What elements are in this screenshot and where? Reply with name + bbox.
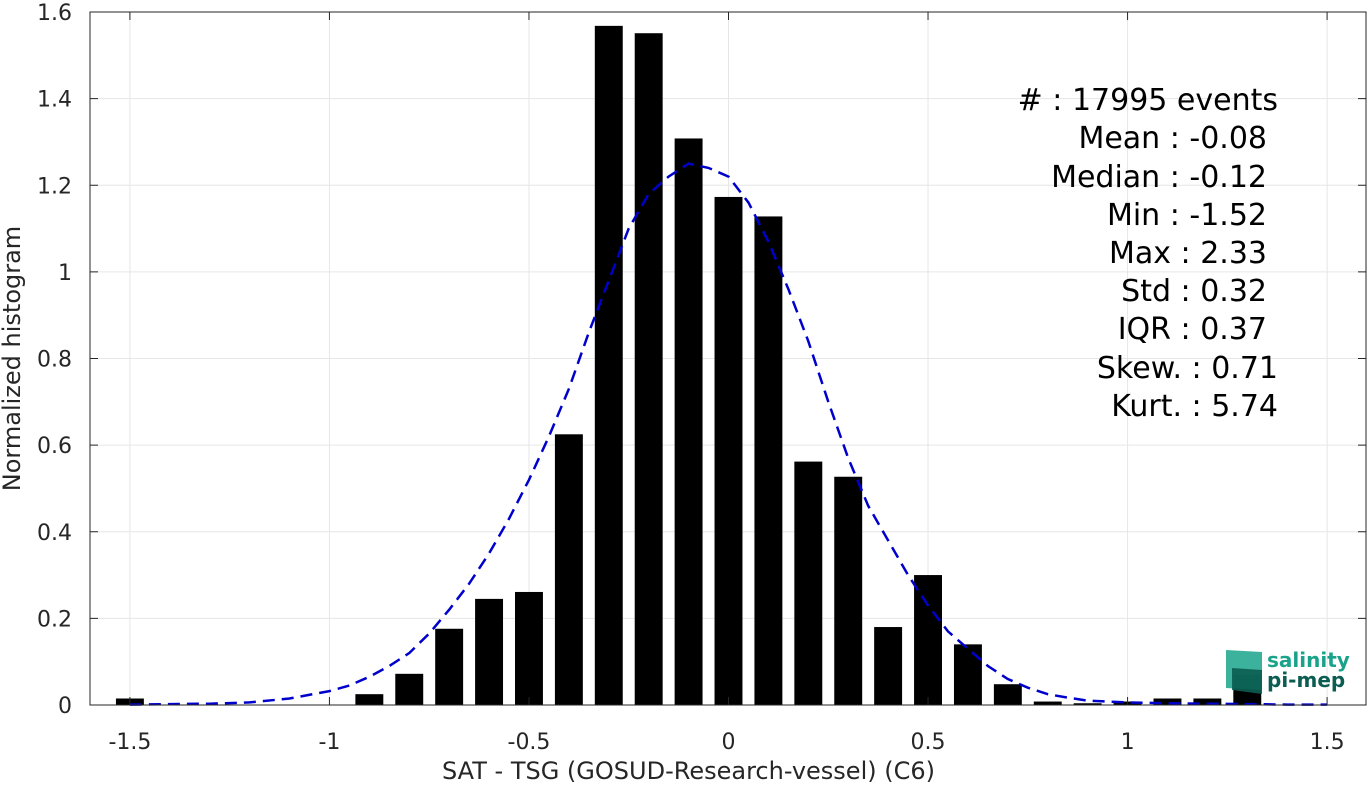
histogram-bar [794,461,823,705]
stats-annotation: # : 17995 events Mean : -0.08 Median : -… [1018,83,1278,424]
y-axis-ticks: 0 0.2 0.4 0.6 0.8 1 1.2 1.4 1.6 [37,1,1366,719]
x-tick-label: 0 [722,730,736,755]
y-axis-label: Normalized histogram [0,226,26,491]
histogram-bar [594,25,623,706]
x-tick-label: -1 [318,730,340,755]
y-tick-label: 1.4 [37,88,72,113]
stat-std: Std : 0.32 [1121,274,1267,309]
stat-count: # : 17995 events [1018,83,1278,118]
stat-iqr: IQR : 0.37 [1118,312,1267,347]
y-tick-label: 1.6 [37,1,72,26]
histogram-bar [674,138,703,705]
y-tick-label: 0.8 [37,348,72,373]
histogram-bar [914,575,942,705]
histogram-bar [874,627,903,705]
histogram-bar [515,591,543,705]
y-tick-label: 1 [58,261,72,286]
stat-min: Min : -1.52 [1107,198,1267,233]
y-tick-label: 0.6 [37,434,72,459]
y-tick-label: 0.2 [37,607,72,632]
logo-mark-layer-icon [1232,668,1262,694]
histogram-bar [395,673,424,705]
histogram-bar [993,684,1022,705]
salinity-pi-mep-logo: salinity pi-mep [1226,648,1350,694]
bars [115,25,1262,706]
x-tick-label: 0.5 [911,730,946,755]
logo-line2: pi-mep [1267,668,1345,692]
histogram-bar [355,694,384,705]
logo-line1: salinity [1267,648,1350,672]
histogram-bar [1073,703,1102,705]
x-tick-label: -0.5 [508,730,551,755]
stat-kurt: Kurt. : 5.74 [1111,389,1278,424]
histogram-bar [754,216,783,705]
stat-skew: Skew. : 0.71 [1097,351,1278,386]
stat-max: Max : 2.33 [1109,236,1267,271]
histogram-bar [953,644,982,705]
histogram-bar [834,476,863,705]
histogram-bar [1033,701,1062,705]
histogram-bar [714,196,743,705]
histogram-bar [435,628,464,705]
y-tick-label: 0.4 [37,521,72,546]
y-tick-label: 1.2 [37,174,72,199]
x-tick-label: -1.5 [108,730,151,755]
stat-median: Median : -0.12 [1051,160,1267,195]
histogram-bar [475,598,504,705]
x-tick-label: 1.5 [1310,730,1345,755]
histogram-bar [634,33,663,705]
normal-fit-curve [129,162,1328,706]
histogram-bar [1153,698,1182,705]
x-axis-label: SAT - TSG (GOSUD-Research-vessel) (C6) [442,757,935,785]
histogram-bar [1193,698,1222,705]
histogram-bar [554,434,583,705]
x-tick-label: 1 [1121,730,1135,755]
stat-mean: Mean : -0.08 [1078,121,1267,156]
x-axis-ticks: -1.5 -1 -0.5 0 0.5 1 1.5 [108,12,1345,755]
y-tick-label: 0 [58,694,72,719]
